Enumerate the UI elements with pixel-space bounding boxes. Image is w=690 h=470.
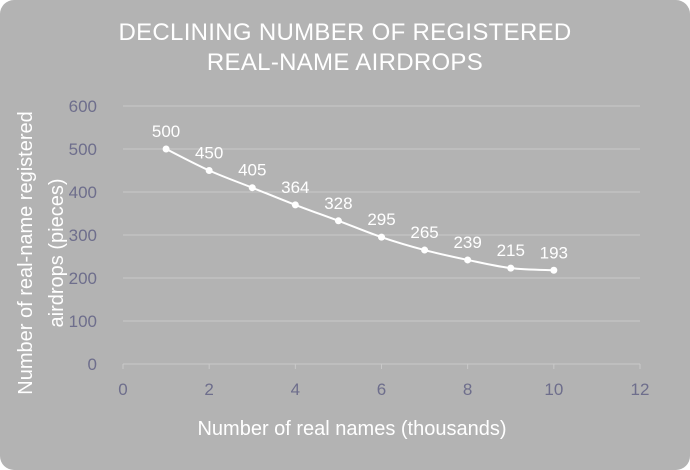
series-layer xyxy=(162,145,558,274)
tick-layer: 0 100 200 300 400 500 600 0 2 4 6 8 10 12 xyxy=(69,97,650,399)
y-axis-label-line-2: airdrops (pieces) xyxy=(46,179,68,328)
data-point-1 xyxy=(162,145,170,153)
y-tick-label-200: 200 xyxy=(69,269,97,288)
x-tick-label-10: 10 xyxy=(544,380,563,399)
x-tick-label-8: 8 xyxy=(463,380,472,399)
data-label-4: 364 xyxy=(281,178,309,197)
data-label-10: 193 xyxy=(540,243,568,262)
y-tick-label-600: 600 xyxy=(69,97,97,116)
y-tick-label-500: 500 xyxy=(69,140,97,159)
y-tick-label-300: 300 xyxy=(69,226,97,245)
chart-title-line-2: REAL-NAME AIRDROPS xyxy=(206,49,484,76)
x-tick-label-12: 12 xyxy=(631,380,650,399)
chart-title-line-1: DECLINING NUMBER OF REGISTERED xyxy=(118,19,572,46)
x-tick-label-0: 0 xyxy=(118,380,127,399)
data-point-10 xyxy=(550,266,558,274)
y-tick-label-0: 0 xyxy=(88,355,97,374)
y-axis-label: Number of real-name registered airdrops … xyxy=(15,111,68,394)
data-label-1: 500 xyxy=(152,122,180,141)
y-tick-label-100: 100 xyxy=(69,312,97,331)
data-label-9: 215 xyxy=(497,241,525,260)
data-point-3 xyxy=(248,184,256,192)
x-tick-label-2: 2 xyxy=(204,380,213,399)
data-label-7: 265 xyxy=(410,223,438,242)
data-label-2: 450 xyxy=(195,144,223,163)
data-point-5 xyxy=(334,217,342,225)
series-line xyxy=(165,148,554,272)
chart-title: DECLINING NUMBER OF REGISTERED REAL-NAME… xyxy=(0,18,690,78)
x-tick-label-4: 4 xyxy=(291,380,300,399)
data-point-8 xyxy=(464,256,472,264)
data-point-2 xyxy=(205,167,213,174)
y-tick-label-400: 400 xyxy=(69,183,97,202)
data-label-layer: 500 450 405 364 328 295 265 239 215 193 xyxy=(152,122,568,262)
data-point-7 xyxy=(421,246,429,254)
data-label-8: 239 xyxy=(453,233,481,252)
x-tick-label-6: 6 xyxy=(377,380,386,399)
y-axis-label-line-1: Number of real-name registered xyxy=(15,111,37,394)
data-label-6: 295 xyxy=(367,210,395,229)
data-point-6 xyxy=(378,233,385,241)
x-axis-label: Number of real names (thousands) xyxy=(197,418,506,440)
data-label-5: 328 xyxy=(324,194,352,213)
data-point-4 xyxy=(291,201,299,209)
data-point-9 xyxy=(507,264,515,272)
data-label-3: 405 xyxy=(238,161,266,180)
